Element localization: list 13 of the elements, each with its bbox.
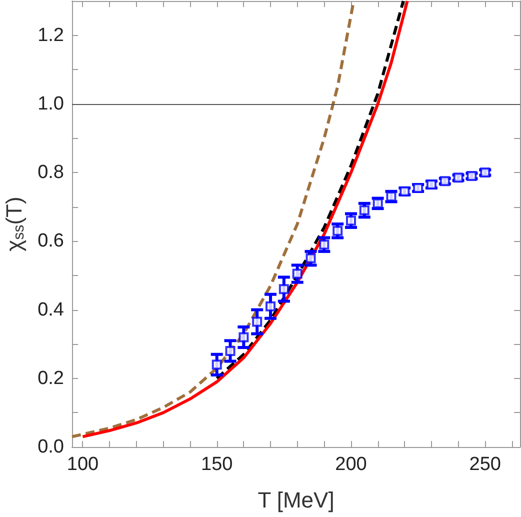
x-tick-label: 250: [469, 454, 501, 475]
x-tick-label: 150: [201, 454, 233, 475]
y-tick-label: 1.0: [38, 93, 64, 114]
y-tick-label: 0.8: [38, 162, 64, 184]
y-tick-label: 0.6: [38, 230, 64, 252]
y-tick-label: 0.2: [38, 368, 64, 389]
y-tick-label: 0.4: [38, 299, 64, 320]
x-axis-title: T [MeV]: [258, 488, 334, 512]
x-tick-label: 200: [335, 454, 367, 475]
x-tick-label: 100: [66, 454, 99, 475]
y-tick-label: 1.2: [38, 24, 64, 46]
y-tick-label: 0.0: [38, 436, 64, 458]
y-axis-title: χss(T): [2, 196, 28, 252]
